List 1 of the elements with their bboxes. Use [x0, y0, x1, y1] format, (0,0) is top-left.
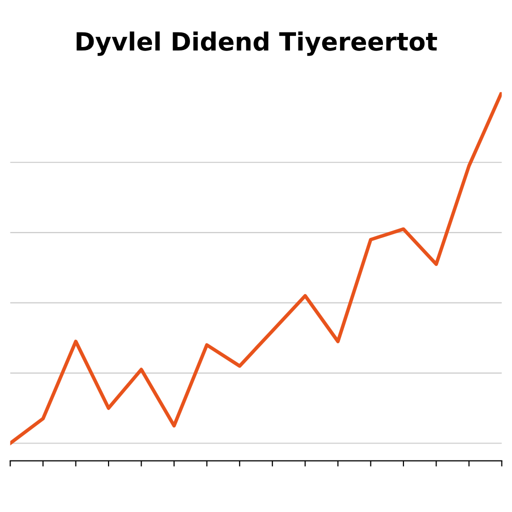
chart-title: Dyvlel Didend Tiyereertot — [76, 31, 438, 56]
